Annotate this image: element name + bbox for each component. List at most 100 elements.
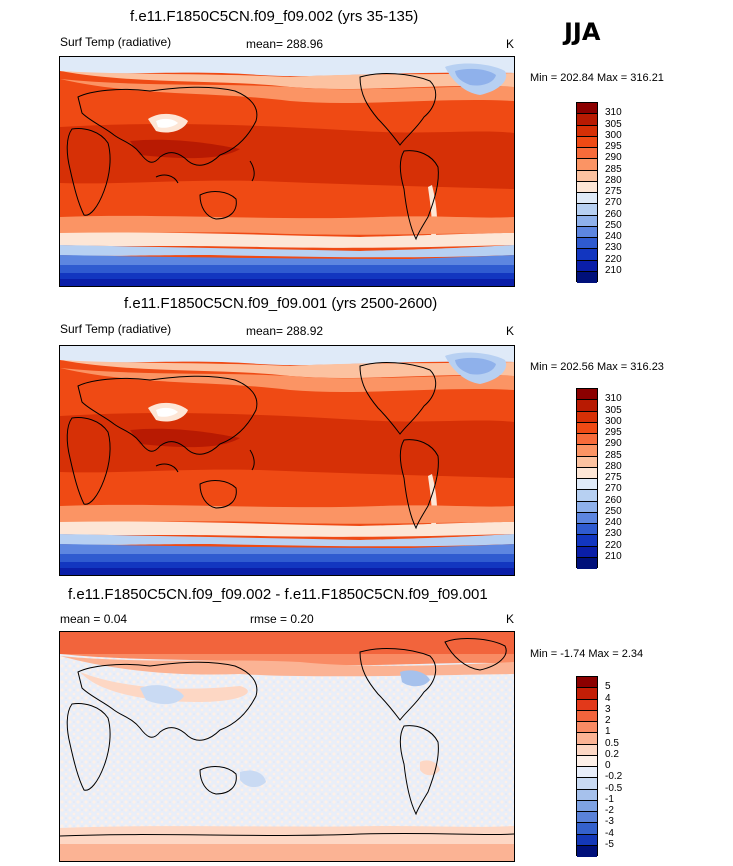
panel-3-title: f.e11.F1850C5CN.f09_f09.002 - f.e11.F185…: [68, 586, 488, 603]
panel-3-rmse-label: rmse = 0.20: [250, 612, 314, 626]
colorbar-tick-label: 210: [605, 550, 622, 562]
panel-1-title: f.e11.F1850C5CN.f09_f09.002 (yrs 35-135): [130, 8, 419, 25]
panel-1-mean-label: mean= 288.96: [246, 37, 324, 51]
colorbar-swatch: [577, 434, 597, 446]
colorbar-tick-label: 280: [605, 460, 622, 472]
colorbar-tick-label: 310: [605, 107, 622, 119]
panel-2-minmax-label: Min = 202.56 Max = 316.23: [530, 361, 664, 373]
colorbar-swatch: [577, 490, 597, 502]
colorbar-tick-label: 220: [605, 539, 622, 551]
colorbar-tick-label: 3: [605, 703, 611, 715]
colorbar-swatch: [577, 411, 597, 423]
colorbar-tick-label: 275: [605, 186, 622, 197]
colorbar-swatch: [577, 422, 597, 434]
panel-2-variable-label: Surf Temp (radiative): [60, 322, 172, 336]
colorbar-tick-label: -1: [605, 793, 614, 805]
colorbar-tick-label: 250: [605, 505, 622, 517]
panel-1-units-label: K: [506, 37, 515, 51]
colorbar-tick-label: 300: [605, 415, 622, 427]
colorbar-tick-label: 305: [605, 404, 622, 416]
colorbar-swatch: [577, 699, 597, 711]
panel-1-map: [59, 56, 515, 287]
panel-1-minmax-label: Min = 202.84 Max = 316.21: [530, 72, 664, 84]
colorbar-swatch: [577, 789, 597, 801]
colorbar-tick-label: 1: [605, 726, 611, 738]
colorbar-swatch: [577, 445, 597, 457]
colorbar-swatch: [577, 823, 597, 835]
colorbar-swatch: [577, 524, 597, 536]
colorbar-tick-label: 230: [605, 528, 622, 540]
colorbar-tick-label: -3: [605, 816, 614, 828]
season-label: JJA: [564, 18, 601, 46]
colorbar-tick-label: 0.2: [605, 748, 619, 760]
colorbar-swatch: [577, 193, 597, 205]
colorbar-tick-label: 310: [605, 393, 622, 405]
colorbar-swatch: [577, 103, 597, 115]
panel-1-map-graphic: [60, 57, 514, 286]
colorbar-swatch: [577, 125, 597, 137]
colorbar-swatch: [577, 677, 597, 689]
colorbar-tick-label: 260: [605, 494, 622, 506]
colorbar-swatch: [577, 159, 597, 171]
colorbar-tick-label: 270: [605, 197, 622, 209]
colorbar-tick-label: 285: [605, 163, 622, 175]
panel-2-map-graphic: [60, 346, 514, 575]
colorbar-swatch: [577, 755, 597, 767]
panel-3-colorbar: [576, 676, 598, 857]
panel-2-mean-label: mean= 288.92: [246, 324, 324, 338]
colorbar-swatch: [577, 271, 597, 283]
colorbar-tick-label: 0.5: [605, 737, 619, 749]
panel-2-colorbar: [576, 388, 598, 569]
colorbar-tick-label: 4: [605, 692, 611, 704]
colorbar-tick-label: 210: [605, 264, 622, 276]
colorbar-swatch: [577, 170, 597, 182]
colorbar-tick-label: 260: [605, 208, 622, 220]
colorbar-tick-label: 270: [605, 483, 622, 495]
colorbar-tick-label: -0.5: [605, 782, 623, 794]
panel-2-units-label: K: [506, 324, 515, 338]
colorbar-swatch: [577, 800, 597, 812]
colorbar-tick-label: 305: [605, 118, 622, 130]
colorbar-swatch: [577, 767, 597, 779]
panel-3-map-graphic: [60, 632, 514, 861]
colorbar-tick-label: 290: [605, 438, 622, 450]
colorbar-tick-label: 295: [605, 141, 622, 152]
colorbar-swatch: [577, 249, 597, 261]
colorbar-tick-label: -5: [605, 838, 614, 850]
colorbar-swatch: [577, 710, 597, 722]
colorbar-swatch: [577, 778, 597, 790]
colorbar-tick-label: 295: [605, 427, 622, 438]
colorbar-tick-label: -2: [605, 805, 614, 816]
colorbar-swatch: [577, 226, 597, 238]
colorbar-swatch: [577, 688, 597, 700]
colorbar-swatch: [577, 557, 597, 569]
colorbar-swatch: [577, 114, 597, 126]
colorbar-swatch: [577, 512, 597, 524]
colorbar-swatch: [577, 834, 597, 846]
colorbar-swatch: [577, 260, 597, 272]
panel-2-map: [59, 345, 515, 576]
colorbar-tick-label: -0.2: [605, 771, 623, 783]
panel-1-variable-label: Surf Temp (radiative): [60, 35, 172, 49]
colorbar-swatch: [577, 456, 597, 468]
colorbar-tick-label: 280: [605, 174, 622, 186]
panel-2-title: f.e11.F1850C5CN.f09_f09.001 (yrs 2500-26…: [124, 295, 438, 312]
colorbar-swatch: [577, 733, 597, 745]
panel-1-colorbar: [576, 102, 598, 283]
colorbar-tick-label: 240: [605, 231, 622, 242]
colorbar-tick-label: 5: [605, 681, 611, 693]
colorbar-swatch: [577, 546, 597, 558]
colorbar-tick-label: 285: [605, 449, 622, 461]
colorbar-tick-label: 0: [605, 760, 611, 771]
colorbar-swatch: [577, 181, 597, 193]
colorbar-tick-label: 240: [605, 517, 622, 528]
panel-3-units-label: K: [506, 612, 515, 626]
colorbar-tick-label: 290: [605, 152, 622, 164]
colorbar-tick-label: 2: [605, 715, 611, 726]
colorbar-swatch: [577, 479, 597, 491]
panel-3-mean-label: mean = 0.04: [60, 612, 128, 626]
colorbar-tick-label: 300: [605, 129, 622, 141]
colorbar-swatch: [577, 812, 597, 824]
colorbar-swatch: [577, 744, 597, 756]
colorbar-tick-label: 230: [605, 242, 622, 254]
